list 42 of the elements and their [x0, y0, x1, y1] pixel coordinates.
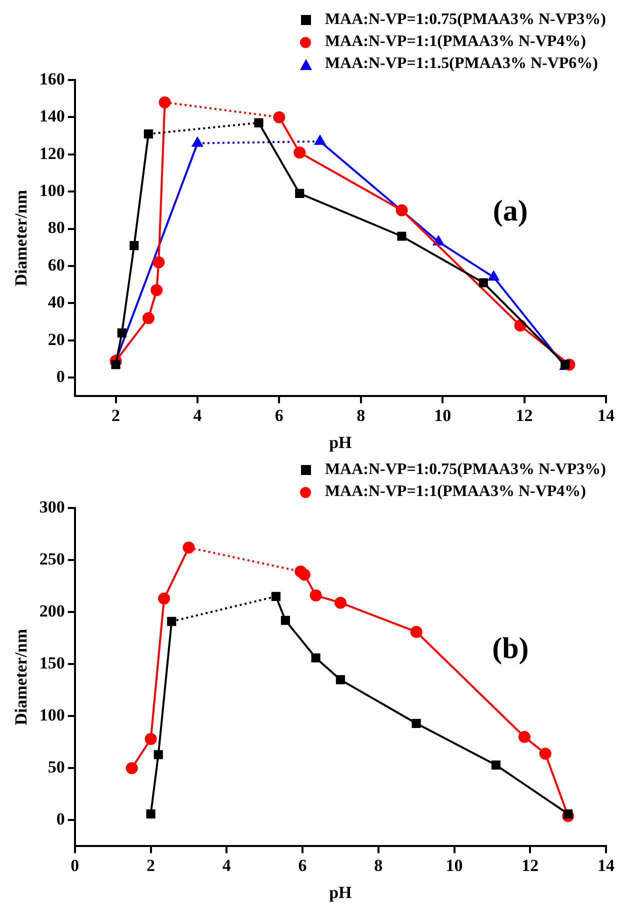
y-axis-title: Diameter/nm	[12, 190, 31, 286]
y-tick-label: 0	[56, 810, 65, 829]
x-tick-label: 14	[598, 406, 615, 425]
y-tick-label: 100	[39, 180, 65, 200]
y-tick-label: 100	[39, 706, 65, 725]
legend-label: MAA:N-VP=1:0.75(PMAA3% N-VP3%)	[324, 11, 606, 29]
x-axis-title: pH	[329, 433, 352, 452]
y-tick-label: 80	[48, 218, 65, 238]
x-tick-label: 6	[298, 856, 307, 875]
legend-label: MAA:N-VP=1:0.75(PMAA3% N-VP3%)	[324, 461, 606, 479]
x-axis-title: pH	[329, 883, 352, 902]
annotation: (b)	[492, 632, 529, 665]
x-tick-label: 10	[434, 406, 452, 425]
y-axis-title: Diameter/nm	[12, 628, 31, 726]
y-tick-label: 200	[39, 601, 65, 620]
annotation: (a)	[492, 194, 528, 228]
x-tick-label: 4	[222, 856, 232, 875]
y-tick-label: 300	[39, 497, 65, 516]
x-tick-label: 8	[374, 856, 383, 875]
x-tick-label: 8	[356, 406, 366, 425]
y-tick-label: 20	[48, 330, 65, 349]
x-tick-label: 4	[193, 406, 202, 425]
x-tick-label: 0	[70, 856, 80, 875]
x-tick-label: 14	[598, 856, 615, 875]
y-tick-label: 140	[39, 106, 65, 126]
x-tick-label: 12	[516, 406, 533, 425]
y-tick-label: 250	[39, 549, 65, 568]
y-tick-label: 120	[39, 144, 65, 163]
legend-label: MAA:N-VP=1:1(PMAA3% N-VP4%)	[324, 483, 586, 501]
y-tick-label: 150	[39, 653, 65, 672]
x-tick-label: 2	[146, 856, 156, 875]
legend-label: MAA:N-VP=1:1.5(PMAA3% N-VP6%)	[324, 55, 598, 73]
y-tick-label: 160	[39, 69, 65, 88]
y-tick-label: 40	[48, 292, 65, 312]
x-tick-label: 6	[274, 406, 284, 425]
legend-label: MAA:N-VP=1:1(PMAA3% N-VP4%)	[324, 33, 586, 51]
x-tick-label: 2	[112, 406, 120, 425]
y-tick-label: 50	[48, 758, 65, 777]
x-tick-label: 10	[446, 856, 463, 875]
y-tick-label: 60	[48, 255, 65, 274]
x-tick-label: 12	[522, 856, 539, 875]
y-tick-label: 0	[56, 366, 65, 386]
